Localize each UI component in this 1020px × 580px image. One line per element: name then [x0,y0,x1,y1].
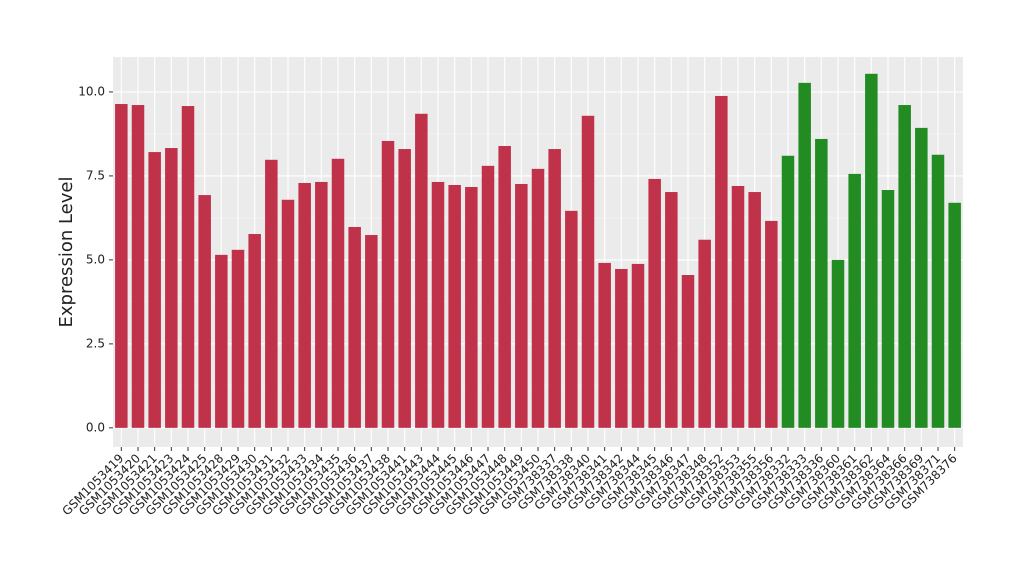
bar [615,268,628,428]
bar [448,184,461,428]
bar [731,185,745,428]
bar [465,187,478,428]
bar [848,173,861,428]
bar [498,146,511,428]
bar [481,165,495,428]
bar [798,82,811,428]
bar [748,192,761,428]
bar [298,182,311,428]
bar [148,152,161,428]
bar [815,138,828,428]
bar [181,106,195,428]
y-tick-label: 10.0 [78,84,105,98]
bar [648,178,661,428]
bar [765,220,778,428]
bar [598,262,611,428]
bar [315,181,328,428]
bar [665,192,678,428]
bar [165,148,178,428]
bar [781,155,795,428]
bar [715,95,728,428]
bar [415,113,428,428]
bar [215,254,228,428]
bar [531,168,545,428]
y-tick-label: 5.0 [86,252,105,266]
bar [398,149,411,428]
bar [198,195,211,428]
y-tick-label: 0.0 [86,420,105,434]
bar [915,127,928,428]
bar [231,249,245,428]
bar [381,140,395,428]
bar [581,115,595,428]
y-axis-label: Expression Level [56,177,77,328]
bar [681,275,695,428]
bar [631,263,645,428]
y-tick-label: 2.5 [86,336,105,350]
bar [365,235,378,428]
bar [698,239,711,428]
bar [265,159,278,428]
bar [831,259,845,428]
bar [331,158,345,428]
bar [548,149,561,428]
bar [281,199,295,428]
bar [515,183,528,428]
y-tick-label: 7.5 [86,168,105,182]
bar [948,202,961,428]
bar [881,190,895,428]
bar [865,73,878,428]
bar [115,104,128,428]
bar [565,210,578,428]
bar [348,226,361,428]
bar [931,154,945,428]
bar [248,234,261,428]
bar [131,105,145,428]
bar [898,105,911,428]
bar [431,181,445,428]
